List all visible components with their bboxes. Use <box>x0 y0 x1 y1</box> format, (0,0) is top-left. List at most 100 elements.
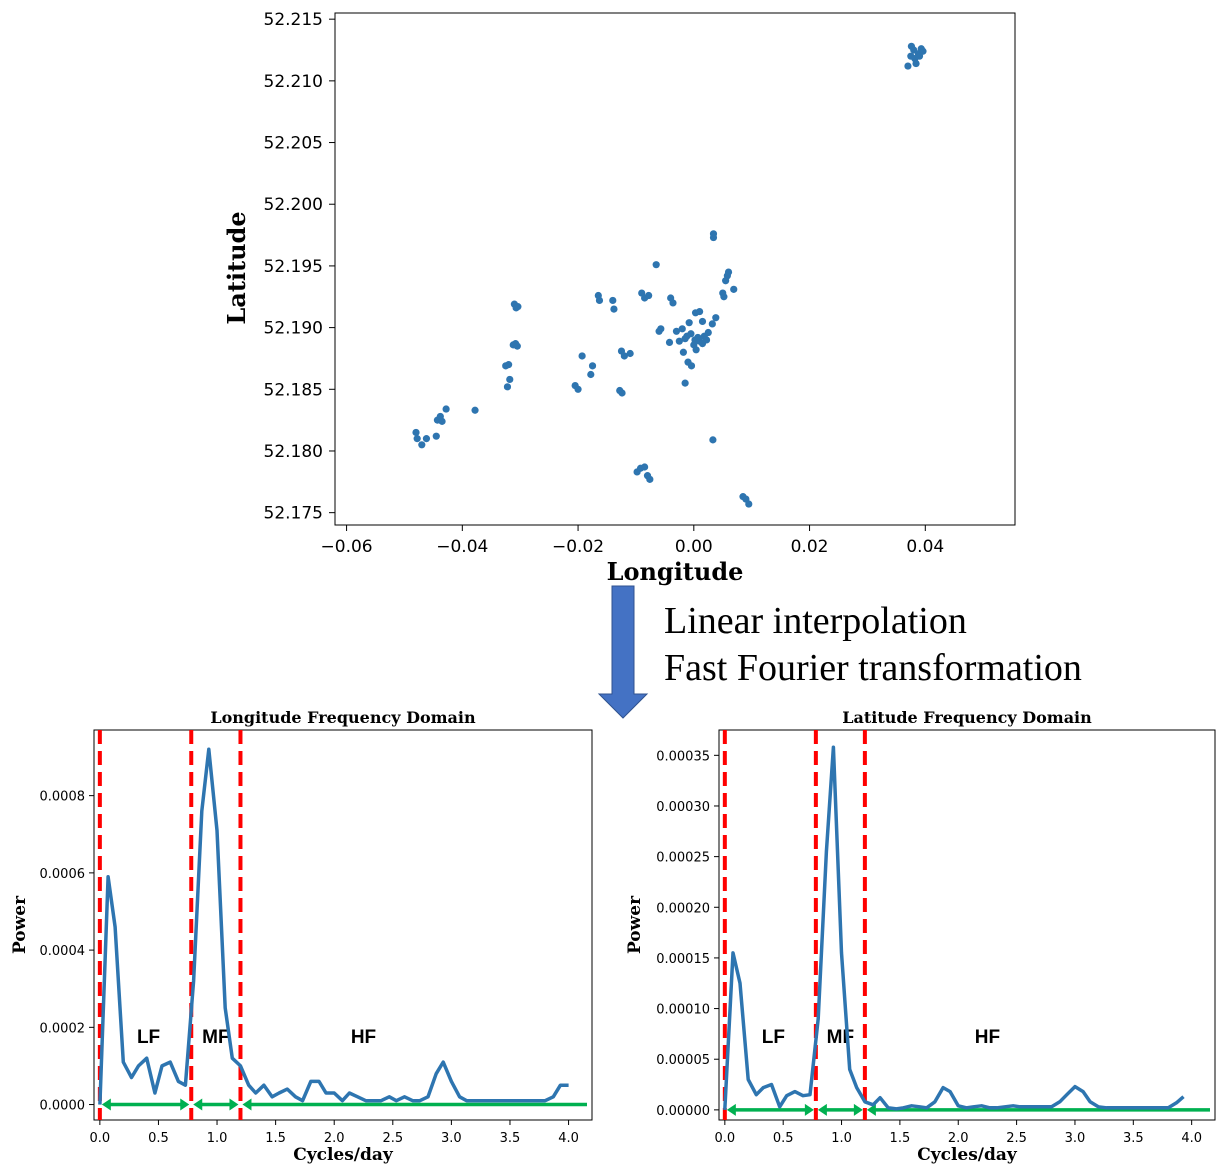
scatter-point <box>422 435 431 443</box>
scatter-point <box>709 436 717 444</box>
longitude-x-tick-label: 2.0 <box>324 1131 345 1146</box>
longitude-y-tick-label: 0.0004 <box>40 944 86 959</box>
latitude-power-series <box>723 745 1185 1111</box>
scatter-point <box>620 352 628 360</box>
longitude-y-tick-label: 0.0008 <box>40 790 86 805</box>
longitude-y-tick-label: 0.0000 <box>40 1099 86 1114</box>
scatter-y-tick-label: 52.215 <box>264 10 323 30</box>
scatter-point <box>681 379 689 387</box>
longitude-y-label: Power <box>10 895 30 954</box>
latitude-x-label: Cycles/day <box>917 1145 1018 1164</box>
scatter-y-label: Latitude <box>222 211 251 324</box>
latitude-y-tick-label: 0.00025 <box>656 851 710 866</box>
scatter-x-tick-label: −0.06 <box>321 537 373 557</box>
latitude-band-arrowhead <box>726 1103 736 1116</box>
process-arrow: Linear interpolation Fast Fourier transf… <box>597 585 1082 719</box>
scatter-point <box>709 230 718 238</box>
longitude-plot-frame <box>93 729 593 1121</box>
scatter-point <box>687 330 695 338</box>
latitude-band-arrowhead <box>866 1103 876 1116</box>
longitude-band-label: HF <box>351 1027 376 1048</box>
scatter-x-tick-label: −0.02 <box>552 537 604 557</box>
latitude-x-tick-label: 3.0 <box>1065 1131 1086 1146</box>
longitude-x-tick-label: 0.5 <box>148 1131 169 1146</box>
scatter-point <box>652 261 660 269</box>
scatter-point <box>513 342 521 350</box>
latitude-frequency-plot: Latitude Frequency Domain 0.0 0.5 1.0 1.5 2.… <box>625 708 1216 1164</box>
scatter-x-tick-label: 0.04 <box>906 537 944 557</box>
longitude-band-arrowhead <box>242 1098 252 1111</box>
latitude-band-arrowhead <box>853 1103 863 1116</box>
scatter-y-tick-label: 52.200 <box>264 195 323 215</box>
scatter-y-tick-label: 52.210 <box>264 72 323 92</box>
longitude-x-tick-label: 1.5 <box>265 1131 286 1146</box>
longitude-x-label: Cycles/day <box>293 1145 394 1164</box>
scatter-point <box>915 52 924 60</box>
scatter-point <box>418 441 426 449</box>
latitude-y-tick-label: 0.00020 <box>656 901 710 916</box>
latitude-x-tick-label: 2.5 <box>1006 1131 1027 1146</box>
longitude-y-ticks: 0.0000 0.0002 0.0004 0.0006 0.0008 <box>40 790 94 1114</box>
latitude-band-arrowhead <box>804 1103 814 1116</box>
longitude-frequency-plot: Longitude Frequency Domain 0.0 0.5 1.0 1.5 2… <box>10 708 593 1164</box>
latitude-y-tick-label: 0.00005 <box>656 1053 710 1068</box>
latitude-power-line <box>723 745 1185 1111</box>
latitude-band-arrowhead <box>817 1103 827 1116</box>
scatter-point <box>722 277 730 285</box>
latitude-band-label: HF <box>975 1027 1000 1048</box>
scatter-points <box>412 42 927 508</box>
scatter-y-tick-label: 52.195 <box>264 257 323 277</box>
longitude-x-tick-label: 1.0 <box>207 1131 228 1146</box>
scatter-y-tick-label: 52.180 <box>264 442 323 462</box>
latitude-y-tick-label: 0.00010 <box>656 1003 710 1018</box>
latitude-x-tick-label: 0.0 <box>714 1131 735 1146</box>
scatter-point <box>692 346 700 354</box>
longitude-x-ticks: 0.0 0.5 1.0 1.5 2.0 2.5 3.0 3.5 4.0 <box>90 1120 579 1146</box>
longitude-plot-title: Longitude Frequency Domain <box>210 708 476 727</box>
longitude-band-arrowhead <box>101 1098 111 1111</box>
latitude-y-tick-label: 0.00015 <box>656 952 710 967</box>
scatter-point <box>578 352 586 360</box>
scatter-point <box>681 335 689 343</box>
scatter-x-ticks: −0.06 −0.04 −0.02 0.00 0.02 0.04 <box>321 525 944 557</box>
latitude-y-ticks: 0.00000 0.00005 0.00010 0.00015 0.00020 0.000… <box>656 749 719 1119</box>
scatter-point <box>657 325 665 333</box>
scatter-point <box>618 389 626 397</box>
process-step-interpolation: Linear interpolation <box>664 600 967 642</box>
scatter-x-tick-label: 0.02 <box>791 537 829 557</box>
longitude-x-tick-label: 0.0 <box>90 1131 111 1146</box>
scatter-point <box>679 348 687 356</box>
scatter-point <box>907 42 916 50</box>
scatter-point <box>438 417 446 425</box>
latitude-band-label: LF <box>762 1027 785 1048</box>
down-arrow-icon <box>597 585 649 719</box>
scatter-point <box>587 370 595 379</box>
scatter-point <box>595 296 604 305</box>
longitude-band-label: LF <box>137 1027 160 1048</box>
latitude-x-tick-label: 1.0 <box>831 1131 852 1146</box>
scatter-point <box>442 405 450 413</box>
scatter-y-tick-label: 52.205 <box>264 134 323 154</box>
latitude-x-tick-label: 3.5 <box>1123 1131 1144 1146</box>
latitude-plot-frame <box>718 729 1216 1121</box>
scatter-point <box>514 303 522 311</box>
scatter-x-tick-label: 0.00 <box>675 537 713 557</box>
longitude-x-tick-label: 2.5 <box>382 1131 403 1146</box>
scatter-point <box>687 362 696 370</box>
scatter-point <box>412 428 420 437</box>
longitude-y-tick-label: 0.0006 <box>40 867 86 882</box>
scatter-point <box>610 305 618 313</box>
scatter-y-tick-label: 52.175 <box>264 504 323 524</box>
scatter-y-tick-label: 52.185 <box>264 380 323 400</box>
scatter-x-label: Longitude <box>607 557 744 586</box>
scatter-point <box>432 432 440 440</box>
scatter-point <box>646 475 654 483</box>
longitude-band-arrowhead <box>193 1098 203 1111</box>
latitude-y-label: Power <box>625 895 645 954</box>
scatter-plot: −0.06 −0.04 −0.02 0.00 0.02 0.04 52.175 52.180… <box>222 10 1016 586</box>
scatter-point <box>669 299 677 307</box>
longitude-band-markers: LF MF HF <box>97 730 587 1120</box>
latitude-y-tick-label: 0.00035 <box>656 749 710 764</box>
longitude-x-tick-label: 3.0 <box>441 1131 462 1146</box>
scatter-point <box>413 435 421 443</box>
